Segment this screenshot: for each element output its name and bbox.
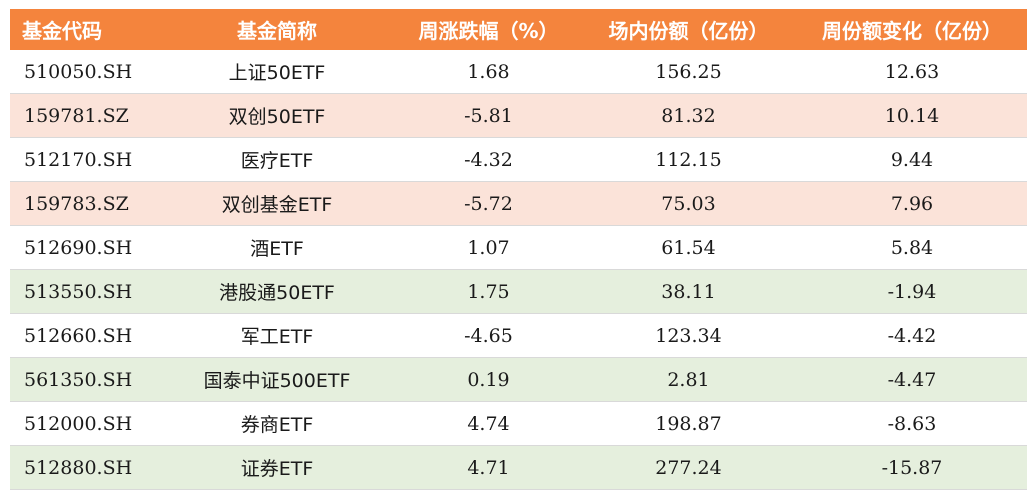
table-row: 512170.SH 医疗ETF -4.32 112.15 9.44 (10, 137, 1027, 182)
table-row: 159781.SZ 双创50ETF -5.81 81.32 10.14 (10, 93, 1027, 138)
cell-fund-name: 券商ETF (157, 401, 397, 446)
cell-shares: 2.81 (580, 357, 797, 402)
table-row: 159783.SZ 双创基金ETF -5.72 75.03 7.96 (10, 181, 1027, 226)
cell-share-change: 12.63 (797, 50, 1027, 94)
table-row: 561350.SH 国泰中证500ETF 0.19 2.81 -4.47 (10, 357, 1027, 402)
cell-fund-code: 159783.SZ (10, 181, 157, 226)
cell-fund-name: 港股通50ETF (157, 269, 397, 314)
cell-fund-code: 159781.SZ (10, 93, 157, 138)
cell-weekly-change: 1.68 (397, 50, 580, 94)
cell-fund-name: 酒ETF (157, 225, 397, 270)
cell-share-change: -15.87 (797, 445, 1027, 490)
cell-share-change: 10.14 (797, 93, 1027, 138)
cell-fund-code: 512170.SH (10, 137, 157, 182)
cell-fund-name: 证券ETF (157, 445, 397, 490)
header-fund-name: 基金简称 (157, 9, 397, 50)
table-body: 510050.SH 上证50ETF 1.68 156.25 12.63 159781.SZ… (10, 50, 1027, 490)
cell-fund-code: 512660.SH (10, 313, 157, 358)
cell-shares: 112.15 (580, 137, 797, 182)
cell-shares: 198.87 (580, 401, 797, 446)
cell-share-change: 9.44 (797, 137, 1027, 182)
cell-weekly-change: 0.19 (397, 357, 580, 402)
cell-shares: 61.54 (580, 225, 797, 270)
header-share-change: 周份额变化（亿份） (797, 9, 1027, 50)
cell-shares: 277.24 (580, 445, 797, 490)
table-row: 512000.SH 券商ETF 4.74 198.87 -8.63 (10, 401, 1027, 446)
cell-fund-code: 510050.SH (10, 50, 157, 94)
cell-share-change: -4.47 (797, 357, 1027, 402)
cell-share-change: 7.96 (797, 181, 1027, 226)
cell-share-change: -4.42 (797, 313, 1027, 358)
table-row: 513550.SH 港股通50ETF 1.75 38.11 -1.94 (10, 269, 1027, 314)
cell-weekly-change: 1.07 (397, 225, 580, 270)
table-row: 512660.SH 军工ETF -4.65 123.34 -4.42 (10, 313, 1027, 358)
cell-weekly-change: 4.74 (397, 401, 580, 446)
header-fund-code: 基金代码 (10, 9, 157, 50)
cell-weekly-change: -5.72 (397, 181, 580, 226)
cell-share-change: -1.94 (797, 269, 1027, 314)
cell-fund-code: 512690.SH (10, 225, 157, 270)
cell-shares: 156.25 (580, 50, 797, 94)
cell-shares: 81.32 (580, 93, 797, 138)
cell-fund-code: 512000.SH (10, 401, 157, 446)
cell-weekly-change: -4.65 (397, 313, 580, 358)
cell-shares: 75.03 (580, 181, 797, 226)
cell-fund-name: 医疗ETF (157, 137, 397, 182)
cell-weekly-change: 4.71 (397, 445, 580, 490)
cell-fund-code: 512880.SH (10, 445, 157, 490)
cell-weekly-change: -5.81 (397, 93, 580, 138)
cell-fund-name: 上证50ETF (157, 50, 397, 94)
header-weekly-change: 周涨跌幅（%） (397, 9, 580, 50)
cell-weekly-change: 1.75 (397, 269, 580, 314)
cell-fund-name: 国泰中证500ETF (157, 357, 397, 402)
cell-weekly-change: -4.32 (397, 137, 580, 182)
etf-share-table: 基金代码 基金简称 周涨跌幅（%） 场内份额（亿份） 周份额变化（亿份） 510… (10, 9, 1027, 490)
cell-share-change: 5.84 (797, 225, 1027, 270)
cell-fund-name: 军工ETF (157, 313, 397, 358)
table-row: 512880.SH 证券ETF 4.71 277.24 -15.87 (10, 445, 1027, 490)
cell-fund-code: 513550.SH (10, 269, 157, 314)
cell-fund-name: 双创50ETF (157, 93, 397, 138)
header-shares: 场内份额（亿份） (580, 9, 797, 50)
cell-shares: 38.11 (580, 269, 797, 314)
header-row: 基金代码 基金简称 周涨跌幅（%） 场内份额（亿份） 周份额变化（亿份） (10, 9, 1027, 50)
table-row: 510050.SH 上证50ETF 1.68 156.25 12.63 (10, 50, 1027, 94)
cell-share-change: -8.63 (797, 401, 1027, 446)
cell-shares: 123.34 (580, 313, 797, 358)
cell-fund-code: 561350.SH (10, 357, 157, 402)
cell-fund-name: 双创基金ETF (157, 181, 397, 226)
table-row: 512690.SH 酒ETF 1.07 61.54 5.84 (10, 225, 1027, 270)
